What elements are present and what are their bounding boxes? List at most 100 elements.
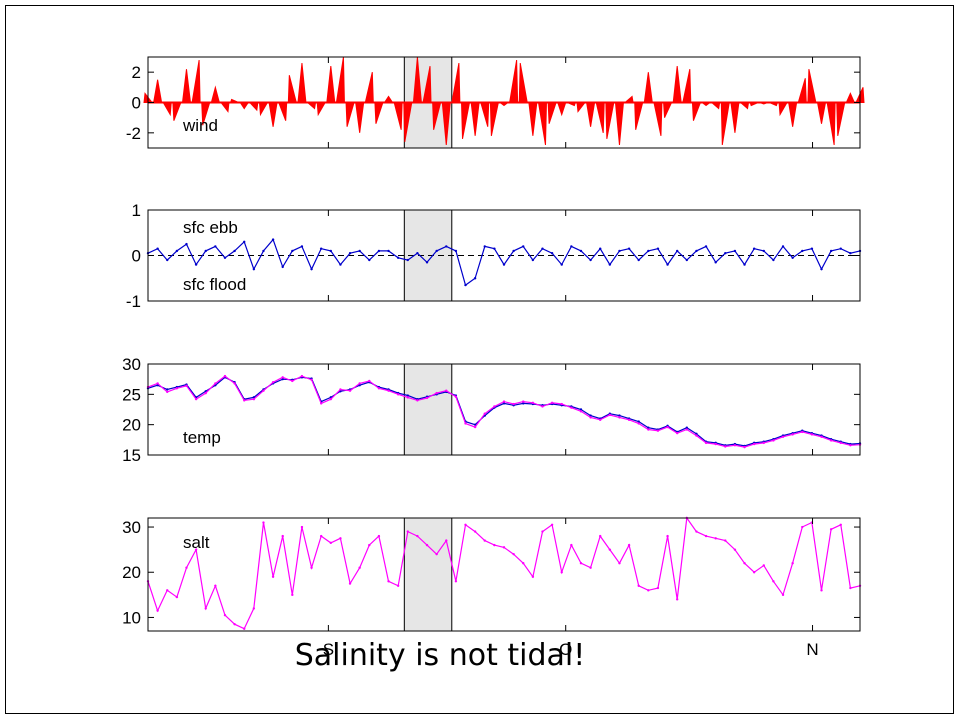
temperature-series-1-point <box>262 389 265 392</box>
current-series-0-point <box>522 245 525 248</box>
y-tick-label: 15 <box>122 446 141 465</box>
temperature-series-1-point <box>608 413 612 417</box>
salinity-series-0-point <box>473 530 477 533</box>
wind-stick <box>682 69 692 103</box>
y-tick-label: 25 <box>122 385 141 404</box>
temperature-series-1-point <box>223 374 227 378</box>
salinity-series-0-point <box>743 562 746 565</box>
salinity-series-0-point <box>243 627 246 630</box>
temperature-series-1-point <box>454 395 458 398</box>
salinity-series-0-point <box>175 595 179 599</box>
wind-stick <box>769 102 779 107</box>
temperature-series-1-point <box>820 435 823 438</box>
current-series-0-point <box>618 249 621 253</box>
temperature-series-0-point <box>589 414 592 417</box>
current-series-0-point <box>820 267 823 271</box>
temperature-series-0-point <box>579 408 583 411</box>
current-series-0-point <box>387 249 390 253</box>
wind-stick <box>287 75 297 103</box>
salinity-series-0-point <box>839 523 842 526</box>
wind-stick <box>229 98 239 103</box>
wind-stick <box>201 102 211 126</box>
salinity-series-0-point <box>560 571 563 574</box>
current-series-0-point <box>204 249 207 253</box>
current-series-0-point <box>781 245 785 248</box>
current-series-0-point <box>637 258 640 262</box>
salinity-series-0-point <box>772 580 775 583</box>
salinity-series-0-point <box>791 562 794 565</box>
wind-stick <box>210 85 221 103</box>
wind-stick <box>509 59 519 103</box>
y-tick-label: 0 <box>132 94 141 113</box>
wind-stick <box>277 102 288 121</box>
wind-stick <box>643 72 653 103</box>
salinity-series-0-point <box>319 534 323 538</box>
y-tick-label: 2 <box>132 63 141 82</box>
current-series-0-point <box>570 245 573 248</box>
current-series-0-point <box>214 245 217 248</box>
temperature-series-1-point <box>319 402 323 405</box>
current-series-0-point <box>175 249 179 253</box>
temperature-series-0-point <box>695 432 698 435</box>
wind-stick <box>489 102 499 136</box>
temperature-series-1-point <box>743 445 746 449</box>
salinity-series-0-point <box>589 566 592 569</box>
wind-stick <box>345 102 355 127</box>
wind-stick <box>219 102 230 113</box>
salinity-series-0-point <box>291 593 294 597</box>
wind-stick <box>297 63 307 103</box>
temperature-series-0-point <box>281 377 284 381</box>
salinity-series-0-point <box>454 580 458 583</box>
temperature-series-1-point <box>310 378 313 381</box>
wind-stick <box>355 102 365 133</box>
wind-stick <box>258 102 269 117</box>
salinity-series-0-point <box>618 562 621 565</box>
temperature-series-0-point <box>685 426 689 429</box>
temperature-series-1-point <box>425 396 429 400</box>
temperature-series-1-point <box>368 379 371 383</box>
salinity-series-0-point <box>194 548 198 551</box>
current-series-0-point <box>329 249 333 253</box>
current-series-0-point <box>829 249 833 253</box>
wind-stick <box>778 102 788 117</box>
y-tick-label: 20 <box>122 563 141 582</box>
y-tick-label: 30 <box>122 355 141 374</box>
current-series-0-point <box>647 249 650 253</box>
salinity-series-0-point <box>271 575 275 578</box>
current-series-0-point <box>714 261 717 264</box>
salinity-series-0-point <box>675 598 679 601</box>
current-series-0-point <box>483 245 486 248</box>
salinity-series-0-point <box>531 575 535 578</box>
salinity-series-0-point <box>281 534 284 538</box>
wind-stick <box>480 102 490 127</box>
wind-stick <box>739 102 750 110</box>
wind-stick <box>518 62 528 103</box>
salinity-label: salt <box>183 533 210 552</box>
current-series-0-point <box>560 263 563 266</box>
wind-stick <box>605 102 615 139</box>
wind-stick <box>537 102 547 146</box>
current-series-0-point <box>762 249 765 253</box>
y-tick-label: 30 <box>122 518 141 537</box>
salinity-series-0-point <box>714 537 717 540</box>
salinity-series-0-point <box>695 530 698 533</box>
salinity-series-0-point <box>752 571 756 574</box>
wind-stick <box>393 102 403 130</box>
salinity-series-0-point <box>493 543 496 547</box>
salinity-series-0-point <box>483 539 486 542</box>
temperature-series-0-point <box>618 414 621 417</box>
current-series-0-point <box>416 252 419 255</box>
wind-stick <box>460 102 471 139</box>
salinity-series-0-point <box>704 534 708 538</box>
wind-stick <box>730 102 740 133</box>
wind-stick <box>595 102 605 133</box>
temperature-axes <box>147 363 861 456</box>
current-series-0-point <box>348 252 352 255</box>
temperature-series-1-point <box>781 435 785 438</box>
current-series-0-point <box>589 258 592 262</box>
temperature-series-1-point <box>579 410 583 413</box>
temperature-series-1-point <box>416 399 419 402</box>
wind-stick <box>422 66 432 103</box>
wind-stick <box>383 95 394 103</box>
